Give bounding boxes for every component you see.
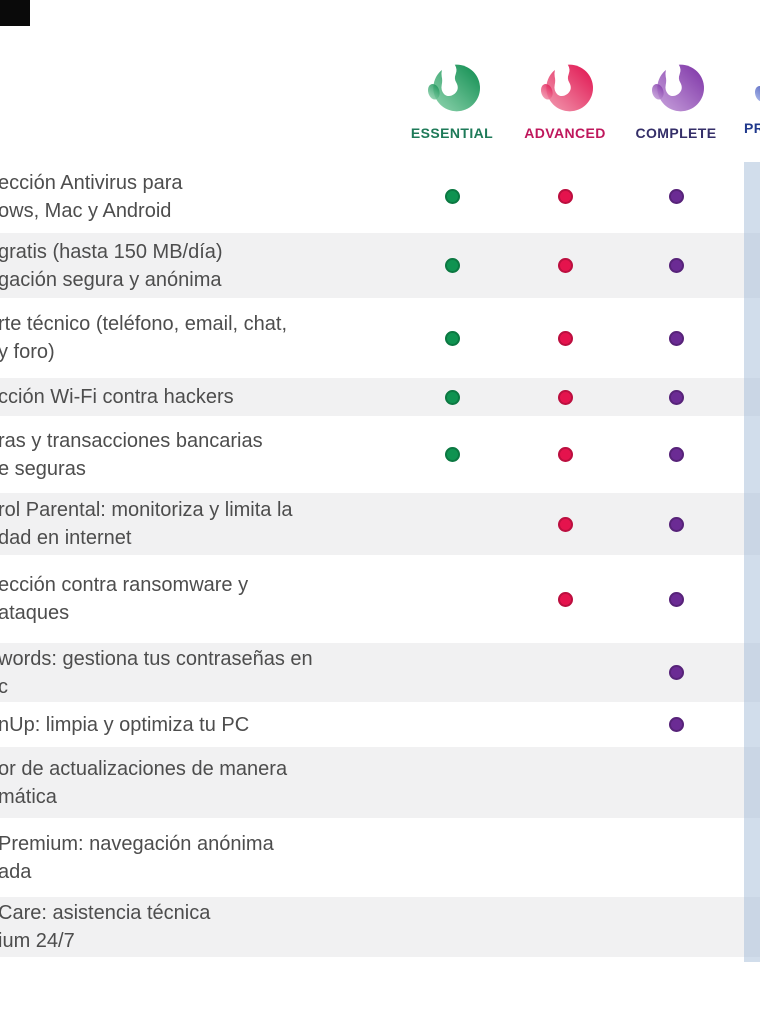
feature-row: rte técnico (teléfono, email, chat, y for… (0, 298, 760, 378)
feature-line: or de actualizaciones de manera (0, 757, 288, 780)
included-dot-complete (668, 665, 684, 680)
plan-label-advanced: ADVANCED (524, 125, 606, 141)
included-dot-complete (668, 717, 684, 732)
feature-text: rol Parental: monitoriza y limita la dad … (0, 496, 760, 552)
feature-text: nUp: limpia y optimiza tu PC (0, 711, 760, 739)
plan-label-complete: COMPLETE (635, 125, 717, 141)
included-dot-essential (444, 389, 460, 405)
included-dot-essential (444, 189, 460, 204)
feature-line: words: gestiona tus contraseñas en (0, 647, 313, 670)
feature-line: mática (0, 785, 57, 808)
feature-text: ección contra ransomware y ataques (0, 571, 760, 627)
feature-row: ras y transacciones bancarias e seguras (0, 416, 760, 493)
included-dot-complete (668, 447, 684, 462)
feature-row: ección Antivirus para ows, Mac y Android (0, 160, 760, 233)
feature-rows: ección Antivirus para ows, Mac y Android g… (0, 160, 760, 957)
included-dot-advanced (557, 516, 573, 532)
feature-row: rol Parental: monitoriza y limita la dad … (0, 493, 760, 555)
included-dot-advanced (557, 447, 573, 462)
feature-line: dad en internet (0, 527, 132, 549)
plan-column-essential: ESSENTIAL (387, 60, 517, 141)
feature-line: gratis (hasta 150 MB/día) (0, 240, 223, 263)
included-dot-complete (668, 389, 684, 405)
feature-text: Care: asistencia técnica ium 24/7 (0, 899, 760, 955)
feature-text: Premium: navegación anónima ada (0, 830, 760, 886)
feature-text: rte técnico (teléfono, email, chat, y for… (0, 310, 760, 366)
feature-row: ección contra ransomware y ataques (0, 555, 760, 643)
feature-line: rte técnico (teléfono, email, chat, (0, 313, 288, 335)
feature-row: or de actualizaciones de manera mática (0, 747, 760, 818)
panda-logo-essential-icon (424, 60, 480, 116)
feature-line: Care: asistencia técnica (0, 902, 211, 924)
feature-text: or de actualizaciones de manera mática (0, 755, 760, 811)
included-dot-advanced (557, 258, 573, 273)
plan-label-essential: ESSENTIAL (410, 125, 494, 141)
prime-column-highlight (744, 162, 760, 962)
included-dot-complete (668, 516, 684, 532)
feature-line: y foro) (0, 341, 55, 363)
panda-logo-prime-icon (751, 62, 760, 118)
feature-text: ras y transacciones bancarias e seguras (0, 427, 760, 483)
feature-text: ección Antivirus para ows, Mac y Android (0, 169, 760, 225)
included-dot-essential (444, 447, 460, 462)
plan-label-prime: PR (744, 120, 760, 136)
feature-line: ección contra ransomware y (0, 574, 249, 596)
feature-text: cción Wi-Fi contra hackers (0, 383, 760, 411)
feature-line: Premium: navegación anónima (0, 832, 274, 855)
included-dot-essential (444, 330, 460, 346)
included-dot-complete (668, 189, 684, 204)
feature-line: cción Wi-Fi contra hackers (0, 386, 234, 408)
included-dot-advanced (557, 189, 573, 204)
plan-column-advanced: ADVANCED (500, 60, 630, 141)
feature-row: gratis (hasta 150 MB/día) gación segura y… (0, 233, 760, 298)
included-dot-essential (444, 258, 460, 273)
feature-text: words: gestiona tus contraseñas en c (0, 645, 760, 701)
plan-column-complete: COMPLETE (611, 60, 741, 141)
feature-line: e seguras (0, 457, 86, 480)
feature-line: ataques (0, 602, 70, 624)
included-dot-complete (668, 330, 684, 346)
included-dot-complete (668, 258, 684, 273)
feature-row: Care: asistencia técnica ium 24/7 (0, 897, 760, 957)
panda-logo-complete-icon (648, 60, 704, 116)
feature-line: ium 24/7 (0, 930, 75, 952)
feature-line: ada (0, 860, 32, 883)
feature-line: c (0, 675, 8, 698)
panda-logo-advanced-icon (537, 60, 593, 116)
feature-line: ows, Mac y Android (0, 199, 172, 222)
feature-text: gratis (hasta 150 MB/día) gación segura y… (0, 238, 760, 294)
included-dot-complete (668, 591, 684, 607)
feature-line: gación segura y anónima (0, 268, 222, 291)
feature-row: nUp: limpia y optimiza tu PC (0, 702, 760, 747)
feature-line: rol Parental: monitoriza y limita la (0, 499, 293, 521)
corner-mark (0, 0, 30, 26)
feature-line: ección Antivirus para (0, 171, 183, 194)
feature-row: cción Wi-Fi contra hackers (0, 378, 760, 416)
included-dot-advanced (557, 591, 573, 607)
feature-row: words: gestiona tus contraseñas en c (0, 643, 760, 702)
included-dot-advanced (557, 389, 573, 405)
feature-line: nUp: limpia y optimiza tu PC (0, 713, 250, 736)
feature-row: Premium: navegación anónima ada (0, 818, 760, 897)
feature-line: ras y transacciones bancarias (0, 429, 263, 452)
included-dot-advanced (557, 330, 573, 346)
